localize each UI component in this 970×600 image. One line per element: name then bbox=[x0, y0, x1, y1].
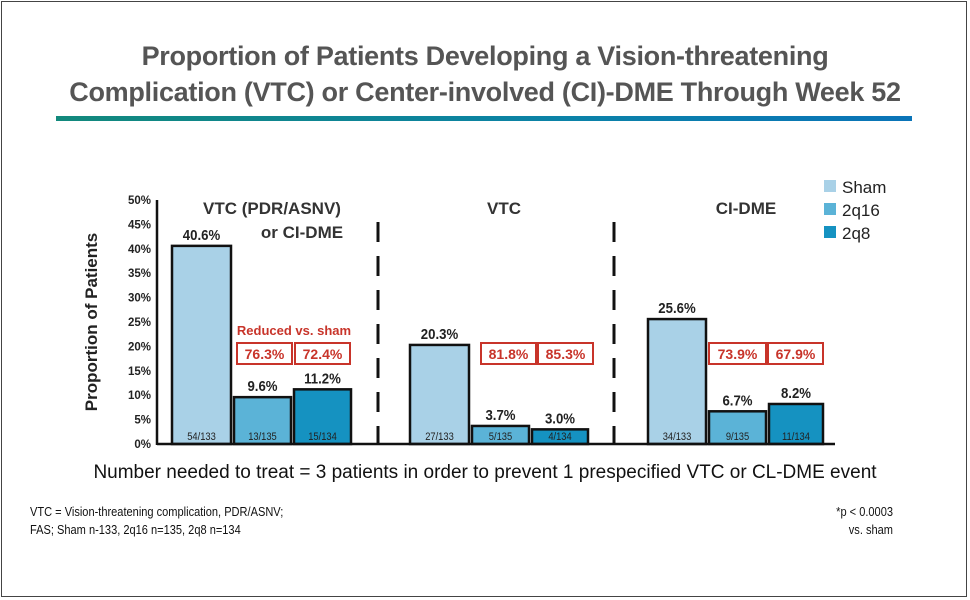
bar-sham-0 bbox=[170, 244, 233, 446]
y-axis-label: Proportion of Patients bbox=[82, 233, 101, 412]
legend-label-sham: Sham bbox=[842, 178, 886, 197]
footnote-left: VTC = Vision-threatening complication, P… bbox=[30, 503, 283, 539]
footnote-left-1: VTC = Vision-threatening complication, P… bbox=[30, 504, 284, 519]
footnote-right-1: *p < 0.0003 bbox=[836, 504, 893, 519]
bar-2q16-0 bbox=[232, 395, 293, 446]
title-line-2: Complication (VTC) or Center-involved (C… bbox=[69, 77, 901, 107]
y-tick-label: 30% bbox=[128, 293, 151, 305]
bar-sham-2 bbox=[646, 317, 708, 446]
reduction-value: 73.9% bbox=[718, 346, 758, 362]
reduction-box bbox=[480, 342, 537, 365]
footnote-right-2: vs. sham bbox=[848, 522, 893, 537]
y-tick-label: 25% bbox=[128, 317, 151, 329]
category-title: VTC (PDR/ASNV) bbox=[203, 199, 341, 218]
bar-count-label: 54/133 bbox=[187, 431, 216, 443]
bar-count-label: 27/133 bbox=[425, 431, 454, 443]
reduction-box bbox=[708, 342, 767, 365]
y-tick-label: 35% bbox=[128, 268, 151, 280]
bar-count-label: 34/133 bbox=[663, 431, 692, 443]
bar-count-label: 9/135 bbox=[726, 431, 750, 443]
reduction-value: 85.3% bbox=[546, 346, 586, 362]
nnt-note: Number needed to treat = 3 patients in o… bbox=[93, 462, 877, 483]
bar-2q8-2 bbox=[767, 402, 825, 446]
y-tick-label: 0% bbox=[134, 439, 151, 451]
reduction-label: Reduced vs. sham bbox=[237, 323, 351, 338]
bar-count-label: 13/135 bbox=[248, 431, 277, 443]
footnote-right: *p < 0.0003 vs. sham bbox=[814, 503, 893, 539]
reduction-value: 81.8% bbox=[489, 346, 529, 362]
bar-value-label: 8.2% bbox=[781, 384, 811, 401]
category-title: VTC bbox=[487, 199, 521, 218]
legend-swatch-2q16 bbox=[824, 203, 836, 215]
reduction-value: 72.4% bbox=[303, 346, 343, 362]
bar-value-label: 11.2% bbox=[304, 370, 341, 387]
reduction-value: 67.9% bbox=[776, 346, 816, 362]
y-tick-label: 45% bbox=[128, 219, 151, 231]
legend-swatch-sham bbox=[824, 180, 836, 192]
bar-count-label: 5/135 bbox=[489, 431, 513, 443]
reduction-box bbox=[537, 342, 594, 365]
reduction-box bbox=[294, 342, 351, 365]
legend-swatch-2q8 bbox=[824, 226, 836, 238]
bar-value-label: 3.0% bbox=[545, 410, 575, 427]
bar-2q16-2 bbox=[707, 410, 768, 446]
legend-label-2q8: 2q8 bbox=[842, 224, 870, 243]
bar-value-label: 25.6% bbox=[658, 299, 696, 316]
bar-value-label: 20.3% bbox=[421, 325, 459, 342]
reduction-box bbox=[767, 342, 824, 365]
bar-count-label: 15/134 bbox=[308, 431, 337, 443]
y-tick-label: 40% bbox=[128, 244, 151, 256]
bar-sham-1 bbox=[408, 343, 471, 446]
y-tick-label: 10% bbox=[128, 390, 151, 402]
bar-value-label: 3.7% bbox=[485, 406, 515, 423]
bar-count-label: 11/134 bbox=[782, 431, 810, 443]
title-line-1: Proportion of Patients Developing a Visi… bbox=[141, 41, 829, 71]
title-rule bbox=[56, 116, 912, 121]
bar-count-label: 4/134 bbox=[548, 431, 572, 443]
reduction-value: 76.3% bbox=[245, 346, 285, 362]
bar-value-label: 9.6% bbox=[247, 377, 277, 394]
chart-title: Proportion of Patients Developing a Visi… bbox=[0, 38, 970, 110]
y-tick-label: 5% bbox=[134, 415, 151, 427]
category-title: or CI-DME bbox=[261, 223, 343, 242]
y-tick-label: 15% bbox=[128, 366, 151, 378]
legend-label-2q16: 2q16 bbox=[842, 201, 880, 220]
reduction-box bbox=[236, 342, 293, 365]
y-tick-label: 50% bbox=[128, 195, 151, 207]
footnote-left-2: FAS; Sham n-133, 2q16 n=135, 2q8 n=134 bbox=[30, 522, 241, 537]
category-title: CI-DME bbox=[716, 199, 776, 218]
bar-value-label: 40.6% bbox=[183, 226, 221, 243]
bar-value-label: 6.7% bbox=[722, 392, 752, 409]
y-tick-label: 20% bbox=[128, 341, 151, 353]
